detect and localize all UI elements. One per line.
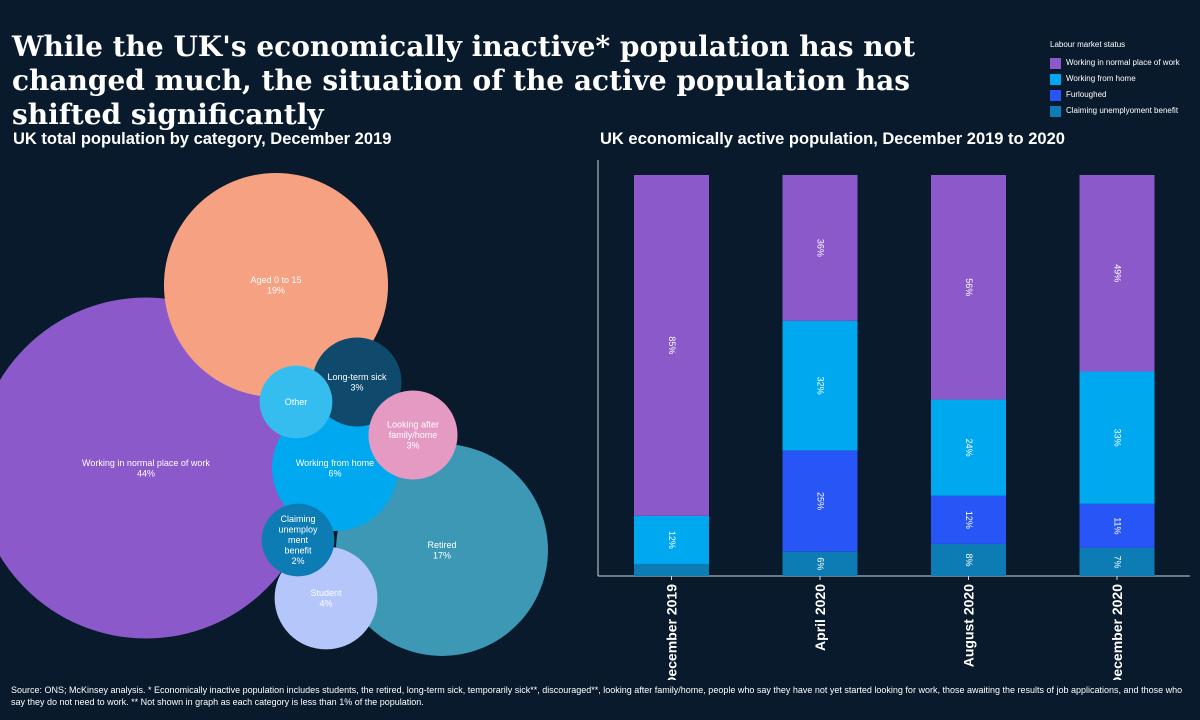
bar-segment-working-from-home [1079, 371, 1155, 504]
x-tick-label: December 2020 [1109, 584, 1125, 680]
bar-segment-working-from-home [782, 320, 858, 451]
bubble-value: 2% [291, 556, 304, 566]
data-label: 85% [667, 336, 677, 354]
data-label: 32% [816, 377, 826, 395]
legend-item-furloughed: Furloughed [1050, 87, 1200, 103]
bar-segment-claiming-unemplyoment-benefit [782, 551, 858, 576]
bubble-label: Long-term sick [327, 372, 387, 382]
bubble-value: 3% [350, 382, 363, 392]
data-label: 12% [667, 531, 677, 549]
bubble-label: benefit [284, 546, 312, 556]
bubble-label: Aged 0 to 15 [250, 275, 301, 285]
bar-chart-title: UK economically active population, Decem… [600, 130, 1065, 148]
bubble-claiming-unemploy-ment-benefit [261, 503, 335, 577]
bubble-long-term-sick [312, 337, 402, 427]
data-label: 8% [964, 553, 974, 566]
bubble-value: 19% [267, 285, 285, 295]
bubble-aged-0-to-15 [163, 172, 389, 398]
bubble-label: Student [310, 588, 342, 598]
bubble-label: Looking after [387, 420, 439, 430]
x-tick-label: December 2019 [664, 584, 680, 680]
data-label: 12% [964, 511, 974, 529]
legend-swatch [1050, 89, 1061, 101]
legend-item-claiming-benefit: Claiming unemplyoment benefit [1050, 103, 1200, 119]
bar-segment-claiming-unemplyoment-benefit [1079, 547, 1155, 576]
legend-label: Claiming unemplyoment benefit [1066, 106, 1179, 115]
bubble-label: family/home [389, 430, 438, 440]
data-label: 6% [816, 557, 826, 570]
legend-item-working-from-home: Working from home [1050, 71, 1200, 87]
bar-segment-claiming-unemplyoment-benefit [634, 563, 709, 576]
bubble-label: unemploy [278, 525, 318, 535]
bubble-label: Other [285, 397, 308, 407]
data-label: 33% [1113, 429, 1123, 447]
bubble-value: 17% [433, 550, 451, 560]
chart-title: While the UK's economically inactive* po… [12, 30, 916, 131]
x-tick-label: August 2020 [961, 584, 977, 667]
legend-label: Working from home [1066, 74, 1136, 83]
legend-item-normal-workplace: Working in normal place of work [1050, 55, 1200, 71]
bubble-label: Claiming [280, 514, 315, 524]
x-tick-label: April 2020 [812, 584, 828, 651]
legend-label: Working in normal place of work [1066, 58, 1180, 67]
bubble-label: Working in normal place of work [82, 458, 210, 468]
bubble-value: 4% [319, 598, 332, 608]
data-label: 11% [1113, 517, 1123, 534]
bubble-chart-title: UK total population by category, Decembe… [13, 130, 392, 148]
data-label: 24% [964, 439, 974, 457]
bubble-other [259, 365, 333, 439]
legend-swatch [1050, 73, 1061, 85]
bar-segment-furloughed [1079, 503, 1155, 548]
bar-segment-working-in-normal-place-of-work [1079, 175, 1155, 372]
bar-segment-furloughed [782, 450, 858, 552]
data-label: 7% [1113, 555, 1123, 568]
stacked-bar-chart: 12% 85% December 2019 6% 25% 32% 36% April 2020… [597, 160, 1190, 680]
bar-segment-working-in-normal-place-of-work [782, 175, 858, 321]
bubble-value: 3% [406, 441, 419, 451]
data-label: 49% [1113, 264, 1123, 282]
bar-segment-working-from-home [634, 515, 709, 564]
legend-label: Furloughed [1066, 90, 1107, 99]
bubble-value: 44% [137, 468, 155, 478]
source-note: Source: ONS; McKinsey analysis. * Econom… [11, 685, 1183, 707]
legend-title: Labour market status [1050, 40, 1126, 49]
data-label: 25% [816, 492, 826, 510]
bubble-label: Working from home [296, 458, 374, 468]
legend-swatch [1050, 57, 1061, 69]
legend: Labour market status Working in normal p… [1050, 40, 1200, 119]
bar-segment-working-in-normal-place-of-work [931, 175, 1006, 400]
data-label: 56% [964, 278, 974, 296]
legend-swatch [1050, 105, 1061, 117]
bubble-value: 6% [328, 468, 341, 478]
bubble-label: Retired [427, 540, 456, 550]
bubble-looking-after-family-home [368, 390, 458, 480]
bar-segment-working-in-normal-place-of-work [634, 175, 709, 516]
bar-segment-furloughed [931, 495, 1006, 544]
data-label: 36% [816, 239, 826, 257]
bar-segment-working-from-home [931, 399, 1006, 496]
bar-segment-claiming-unemplyoment-benefit [931, 543, 1006, 576]
bubble-label: ment [288, 535, 309, 545]
